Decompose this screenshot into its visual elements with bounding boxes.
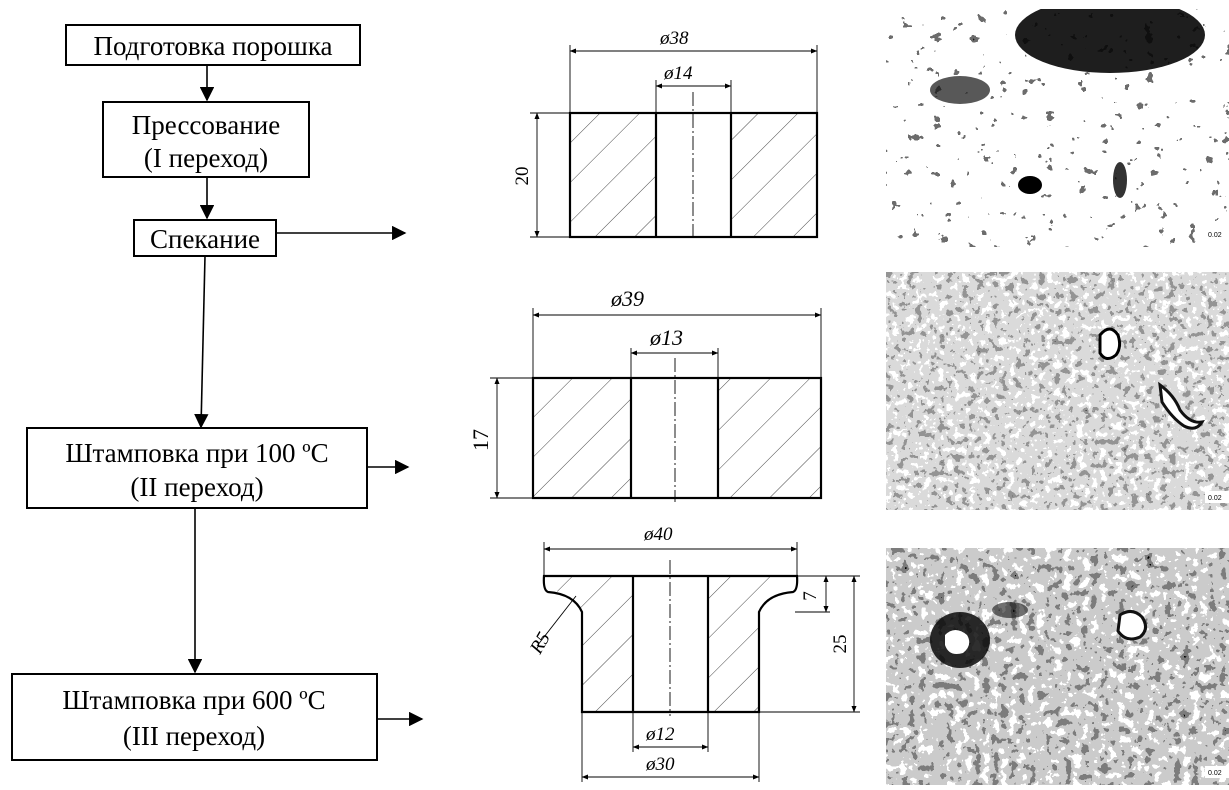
dim-inner-dia-1-label: ø14 bbox=[663, 63, 693, 84]
step-stamping-600-transition: (III переход) bbox=[123, 721, 265, 751]
pore-white bbox=[945, 630, 970, 654]
dim-outer-dia-2-label: ø39 bbox=[610, 286, 644, 311]
hatch-left-2 bbox=[533, 378, 631, 498]
step-stamping-600-label: Штамповка при 600 ºС bbox=[62, 685, 325, 715]
step-stamping-600-box bbox=[11, 673, 378, 761]
pore-white bbox=[1098, 327, 1122, 360]
micrograph-2-texture bbox=[886, 272, 1229, 510]
hatch-right-3 bbox=[708, 576, 797, 712]
dim-top-dia-3-label: ø40 bbox=[643, 524, 673, 545]
dim-radius-label: R5 bbox=[526, 629, 555, 659]
step-powder-prep-box bbox=[65, 24, 361, 66]
hatch-left-1 bbox=[570, 113, 656, 237]
step-pressing-transition: (I переход) bbox=[144, 143, 268, 173]
pore-white bbox=[1116, 610, 1147, 641]
hatch-right-1 bbox=[731, 113, 817, 237]
dark-region bbox=[1015, 9, 1205, 73]
step-stamping-100-transition: (II переход) bbox=[130, 472, 263, 502]
drawing-stamped-600: ø40 R5 7 25 ø12 ø30 bbox=[526, 524, 860, 782]
dim-bottom-dia-3-label: ø30 bbox=[645, 754, 675, 775]
step-sintering-box bbox=[133, 219, 277, 257]
micrograph-2: 0.02 bbox=[886, 272, 1229, 510]
dark-region bbox=[992, 602, 1028, 618]
dim-flange-height-label: 7 bbox=[800, 591, 821, 601]
dim-total-height-label: 25 bbox=[830, 635, 851, 654]
part-outline-2 bbox=[531, 376, 823, 500]
hatch-right-2 bbox=[718, 378, 821, 498]
scale-bar bbox=[1205, 228, 1229, 240]
pore bbox=[1018, 176, 1042, 194]
micrograph-3-scale-label: 0.02 bbox=[1208, 770, 1222, 777]
step-stamping-100-box bbox=[26, 427, 368, 509]
dim-inner-dia-3-label: ø12 bbox=[645, 724, 675, 745]
pore-white bbox=[1158, 381, 1205, 430]
step-sintering-label: Спекание bbox=[150, 224, 260, 254]
arrow-step3-to-step4 bbox=[194, 255, 209, 429]
drawing-pressed-blank: ø38 ø14 20 bbox=[512, 28, 819, 240]
micrograph-1: 0.02 bbox=[886, 9, 1229, 247]
micrograph-2-scale-label: 0.02 bbox=[1208, 495, 1222, 502]
part-outline-1 bbox=[568, 111, 819, 239]
drawing-stamped-100: ø39 ø13 17 bbox=[468, 286, 823, 502]
scale-bar bbox=[1205, 491, 1229, 503]
dim-outer-dia-1-label: ø38 bbox=[659, 28, 689, 49]
step-pressing-box bbox=[102, 101, 310, 178]
dim-height-2-label: 17 bbox=[468, 429, 493, 451]
radius-leader bbox=[536, 595, 577, 647]
pore bbox=[1113, 162, 1127, 198]
step-pressing-label: Прессование bbox=[132, 110, 280, 140]
dim-height-1-label: 20 bbox=[512, 167, 533, 186]
micrograph-3-texture bbox=[886, 548, 1229, 785]
step-powder-prep-label: Подготовка порошка bbox=[93, 31, 332, 61]
micrograph-1-scale-label: 0.02 bbox=[1208, 232, 1222, 239]
scale-bar bbox=[1205, 766, 1229, 778]
micrograph-3: 0.02 bbox=[886, 548, 1229, 785]
hatch-left-3 bbox=[544, 576, 633, 712]
step-stamping-100-label: Штамповка при 100 ºС bbox=[65, 438, 328, 468]
dim-inner-dia-2-label: ø13 bbox=[649, 325, 683, 350]
process-flowchart: Подготовка порошка Прессование (I перехо… bbox=[11, 24, 424, 761]
dark-region bbox=[930, 76, 990, 104]
